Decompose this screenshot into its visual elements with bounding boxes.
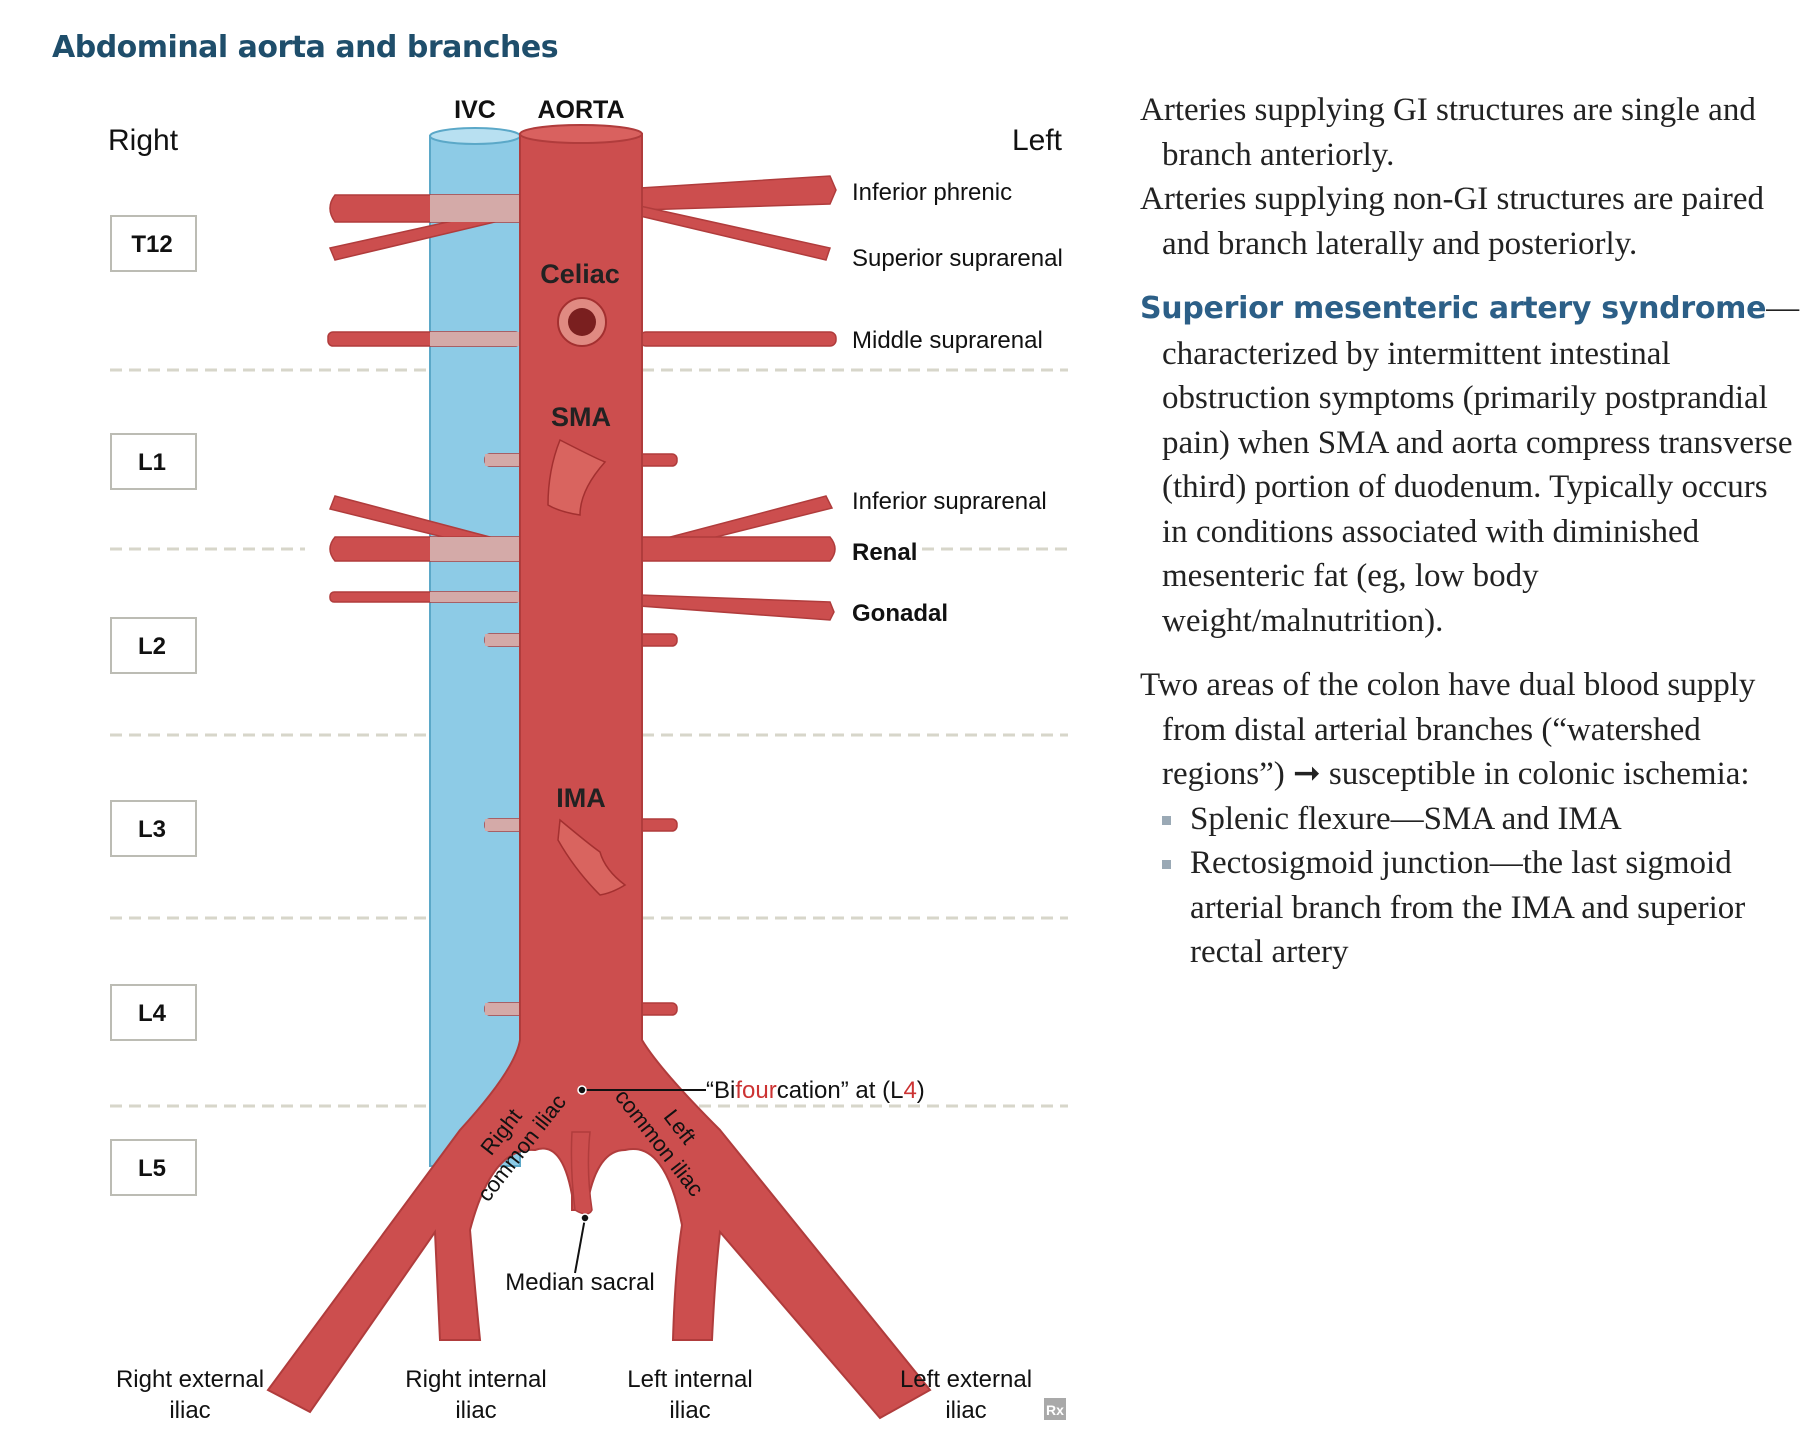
vertebra-box <box>110 1139 197 1196</box>
vertebra-label: L4 <box>138 1000 167 1027</box>
right-internal-iliac-label-2: iliac <box>455 1397 496 1424</box>
sma-syndrome-note: Superior mesenteric artery syndrome— char… <box>1140 286 1800 643</box>
left-external-iliac-label-2: iliac <box>945 1397 986 1424</box>
sma-syndrome-dash: — <box>1766 290 1800 326</box>
vertebral-level-lines <box>110 368 1068 1108</box>
vertebra-boxes <box>110 215 197 1196</box>
sma-syndrome-text: characterized by intermittent intestinal… <box>1162 335 1793 639</box>
left-external-iliac-label-1: Left external <box>900 1366 1032 1393</box>
watershed-item: Rectosigmoid junction—the last sigmoid a… <box>1162 841 1800 975</box>
bifurcation-dot <box>577 1085 587 1095</box>
superior-suprarenal-label: Superior suprarenal <box>852 245 1063 272</box>
watershed-intro: Two areas of the colon have dual blood s… <box>1140 667 1756 792</box>
left-internal-iliac-label-1: Left internal <box>627 1366 752 1393</box>
celiac-label: Celiac <box>540 259 620 289</box>
watershed-list: Splenic flexure—SMA and IMA Rectosigmoid… <box>1140 797 1800 975</box>
vertebra-box <box>110 617 197 674</box>
bifurcation-label: “Bifourcation” at (L4) <box>706 1077 925 1104</box>
vertebra-label: T12 <box>131 231 172 258</box>
vertebra-box <box>110 433 197 490</box>
inferior-phrenic-label: Inferior phrenic <box>852 179 1012 206</box>
gonadal-label: Gonadal <box>852 600 948 627</box>
ima-artery <box>557 818 627 896</box>
right-external-iliac-label-2: iliac <box>169 1397 210 1424</box>
bifurcation-prefix: “Bi <box>706 1077 735 1104</box>
sma-artery <box>547 438 607 516</box>
inferior-suprarenal-label: Inferior suprarenal <box>852 488 1047 515</box>
right-internal-iliac-label-1: Right internal <box>405 1366 546 1393</box>
renal-label: Renal <box>852 539 917 566</box>
median-sacral-pointer <box>574 1217 586 1274</box>
figure-title: Abdominal aorta and branches <box>52 30 559 65</box>
middle-suprarenal-label: Middle suprarenal <box>852 327 1043 354</box>
ima-label: IMA <box>556 783 606 813</box>
vertebra-label: L3 <box>138 816 166 843</box>
vertebra-box <box>110 215 197 272</box>
spacer <box>1140 643 1800 663</box>
left-internal-iliac-label-2: iliac <box>669 1397 710 1424</box>
celiac-trunk <box>557 297 607 347</box>
bifurcation-level: 4 <box>903 1077 916 1104</box>
left-side-label: Left <box>1012 124 1063 157</box>
right-side-label: Right <box>108 124 179 157</box>
median-sacral-dot <box>580 1213 590 1223</box>
spacer <box>1140 266 1800 286</box>
ivc-label: IVC <box>454 96 496 124</box>
aorta-label: AORTA <box>537 96 624 124</box>
right-external-iliac-label-1: Right external <box>116 1366 264 1393</box>
median-sacral-label: Median sacral <box>505 1269 654 1296</box>
vertebra-label: L2 <box>138 633 166 660</box>
ivc-overlap <box>430 195 520 1015</box>
sma-label: SMA <box>551 402 611 432</box>
bifurcation-suffix: ) <box>917 1077 925 1104</box>
rx-icon: Rx <box>1044 1398 1066 1420</box>
vertebra-label: L1 <box>138 449 166 476</box>
vertebra-box <box>110 984 197 1041</box>
aorta-diagram: T12 L1 L2 L3 L4 L5 Right Left IVC AORTA … <box>108 96 1068 1424</box>
bifurcation-highlight: four <box>735 1077 776 1104</box>
bifurcation-middle: cation” at (L <box>777 1077 904 1104</box>
sma-syndrome-heading: Superior mesenteric artery syndrome <box>1140 291 1767 326</box>
non-gi-arteries-note: Arteries supplying non-GI structures are… <box>1140 181 1765 262</box>
vertebra-box <box>110 800 197 857</box>
notes-panel: Arteries supplying GI structures are sin… <box>1140 88 1800 975</box>
svg-text:Rx: Rx <box>1046 1402 1064 1418</box>
vertebra-label: L5 <box>138 1155 166 1182</box>
aorta-vessel <box>266 124 932 1420</box>
watershed-item: Splenic flexure—SMA and IMA <box>1162 797 1800 842</box>
left-branches <box>634 175 837 1016</box>
gi-arteries-note: Arteries supplying GI structures are sin… <box>1140 92 1756 173</box>
